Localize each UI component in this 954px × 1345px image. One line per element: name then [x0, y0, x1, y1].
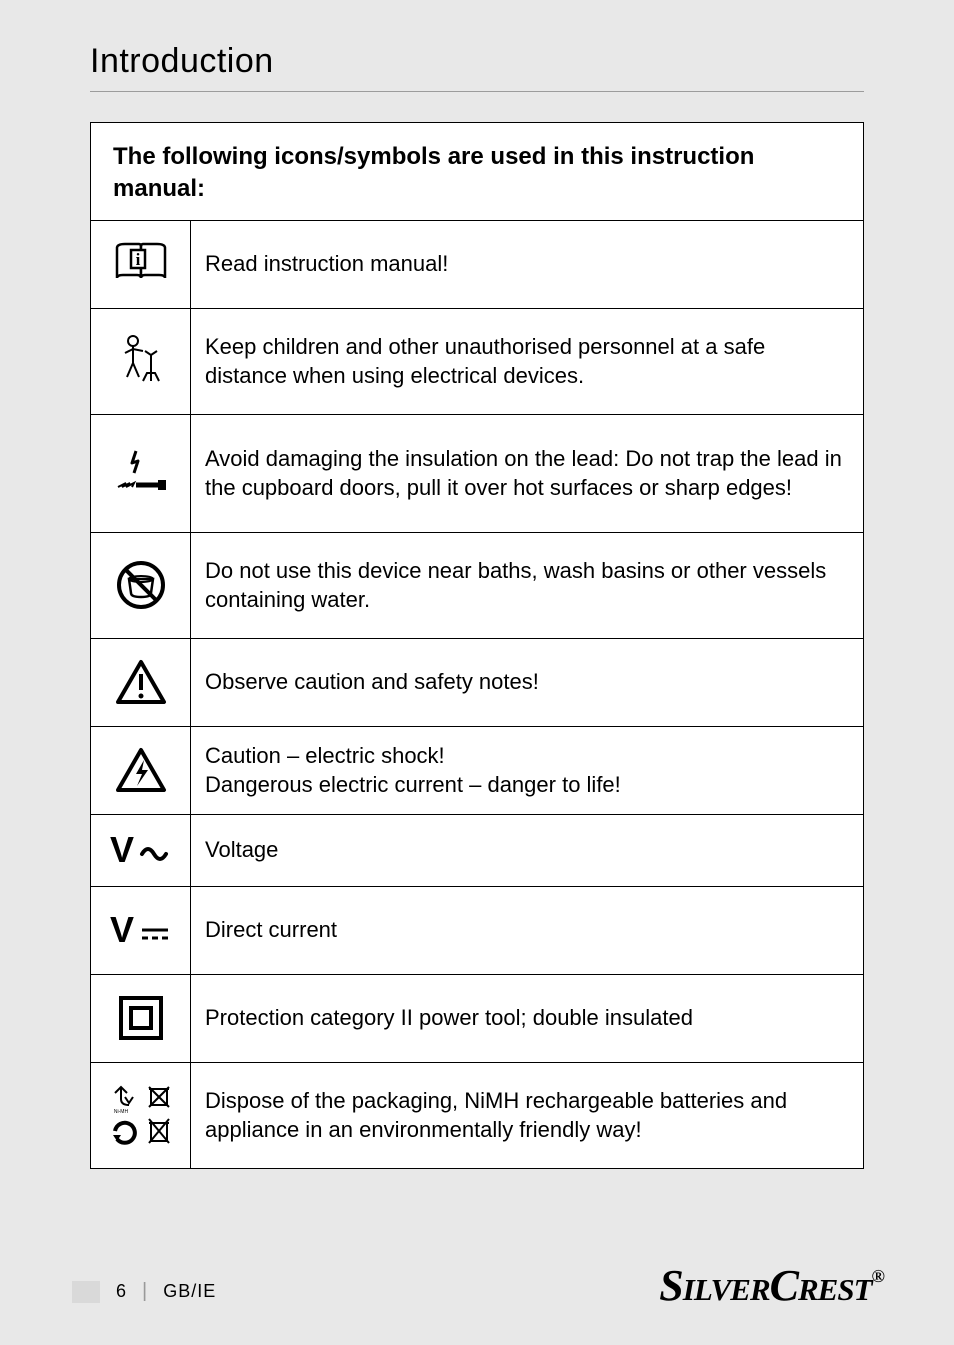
page-footer: 6 | GB/IE SilverCrest®	[0, 1259, 954, 1307]
table-row: i Read instruction manual!	[91, 220, 864, 308]
icon-cell	[91, 308, 191, 414]
brand-logo: SilverCrest®	[659, 1260, 884, 1311]
symbol-description: Dispose of the packaging, NiMH rechargea…	[191, 1062, 864, 1168]
symbol-description: Do not use this device near baths, wash …	[191, 532, 864, 638]
symbol-description: Protection category II power tool; doubl…	[191, 974, 864, 1062]
icon-cell: V	[91, 886, 191, 974]
footer-region: GB/IE	[163, 1281, 216, 1302]
voltage-dc-icon: V	[106, 910, 176, 950]
registered-mark-icon: ®	[872, 1266, 884, 1286]
footer-left: 6 | GB/IE	[72, 1280, 216, 1303]
table-row: V Voltage	[91, 814, 864, 886]
footer-block-icon	[72, 1281, 100, 1303]
svg-text:i: i	[135, 250, 140, 269]
svg-text:Ni-MH: Ni-MH	[113, 1109, 128, 1115]
icon-cell	[91, 638, 191, 726]
icon-cell	[91, 726, 191, 814]
voltage-ac-icon: V	[106, 830, 176, 870]
page-title: Introduction	[90, 42, 864, 81]
symbol-description: Read instruction manual!	[191, 220, 864, 308]
table-row: V Direct current	[91, 886, 864, 974]
table-row: Keep children and other unauthorised per…	[91, 308, 864, 414]
title-rule	[90, 91, 864, 92]
table-row: Do not use this device near baths, wash …	[91, 532, 864, 638]
electric-shock-icon	[114, 746, 168, 794]
table-row: Avoid damaging the insulation on the lea…	[91, 414, 864, 532]
icon-cell	[91, 414, 191, 532]
symbols-table: The following icons/symbols are used in …	[90, 122, 864, 1169]
read-manual-icon: i	[113, 242, 169, 286]
symbol-description: Avoid damaging the insulation on the lea…	[191, 414, 864, 532]
symbol-description: Keep children and other unauthorised per…	[191, 308, 864, 414]
table-row: Protection category II power tool; doubl…	[91, 974, 864, 1062]
footer-divider: |	[142, 1280, 147, 1303]
table-header-row: The following icons/symbols are used in …	[91, 123, 864, 221]
dispose-icon: Ni-MH	[107, 1083, 175, 1147]
symbol-description: Direct current	[191, 886, 864, 974]
icon-cell: Ni-MH	[91, 1062, 191, 1168]
brand-part-2: Crest	[770, 1261, 872, 1310]
caution-icon	[114, 658, 168, 706]
keep-children-icon	[113, 333, 169, 389]
icon-cell: V	[91, 814, 191, 886]
no-water-icon	[115, 559, 167, 611]
icon-cell	[91, 532, 191, 638]
table-row: Caution – electric shock! Dangerous elec…	[91, 726, 864, 814]
table-row: Ni-MH Dispose of the packaging, NiM	[91, 1062, 864, 1168]
symbol-description: Voltage	[191, 814, 864, 886]
table-header: The following icons/symbols are used in …	[91, 123, 864, 221]
manual-page: Introduction The following icons/symbols…	[0, 0, 954, 1345]
symbol-description: Caution – electric shock! Dangerous elec…	[191, 726, 864, 814]
lead-damage-icon	[112, 447, 170, 499]
icon-cell: i	[91, 220, 191, 308]
brand-part-1: Silver	[659, 1261, 769, 1310]
svg-text:V: V	[110, 910, 134, 950]
svg-text:V: V	[110, 830, 134, 870]
symbol-description: Observe caution and safety notes!	[191, 638, 864, 726]
table-row: Observe caution and safety notes!	[91, 638, 864, 726]
page-number: 6	[116, 1281, 126, 1302]
icon-cell	[91, 974, 191, 1062]
double-insulated-icon	[117, 994, 165, 1042]
